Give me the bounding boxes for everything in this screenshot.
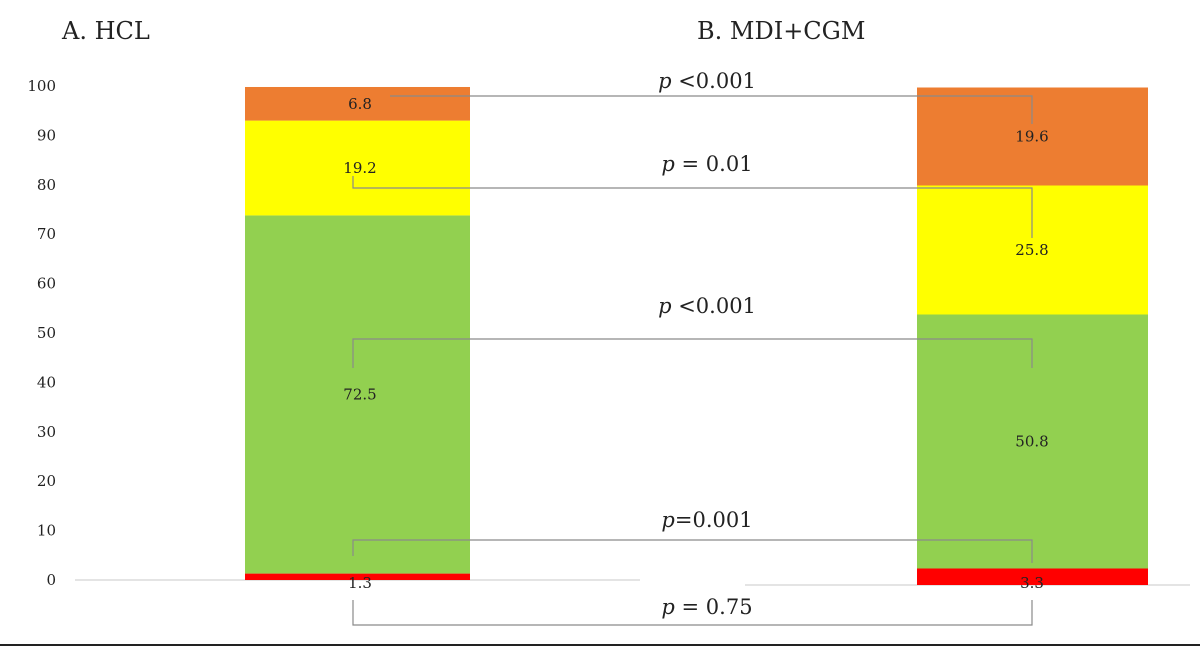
p-symbol: p: [661, 152, 674, 176]
bracket-red: [352, 539, 1033, 563]
y-tick-label: 10: [37, 522, 56, 540]
bar-segment-yellow: [245, 120, 470, 216]
panel-title-b: B. MDI+CGM: [697, 17, 865, 45]
segment-value-label: 1.3: [348, 574, 372, 592]
y-tick-label: 0: [46, 571, 56, 589]
y-axis: 0 10 20 30 40 50 60 70 80 90 100: [27, 77, 56, 589]
bracket-overall: [352, 600, 1033, 626]
p-symbol: p: [661, 508, 674, 532]
bars: [245, 86, 1148, 585]
segment-value-label: 6.8: [348, 95, 372, 113]
segment-value-label: 19.6: [1015, 128, 1048, 146]
bar-segment-red: [245, 573, 470, 580]
bar-segment-green: [245, 215, 470, 574]
p-value-text: = 0.01: [675, 152, 753, 176]
bracket-orange: [390, 95, 1033, 124]
bracket-green: [352, 338, 1033, 368]
p-value-red: p=0.001: [661, 508, 752, 532]
y-tick-label: 90: [37, 126, 56, 144]
p-value-overall: p = 0.75: [661, 595, 752, 619]
y-tick-label: 70: [37, 225, 56, 243]
bracket-yellow: [352, 176, 1033, 238]
p-value-yellow: p = 0.01: [661, 152, 752, 176]
bar-segment-red: [917, 568, 1148, 585]
p-value-text: =0.001: [675, 508, 753, 532]
segment-value-label: 72.5: [343, 386, 376, 404]
y-tick-label: 80: [37, 176, 56, 194]
y-tick-label: 60: [37, 275, 56, 293]
y-tick-label: 40: [37, 373, 56, 391]
comparison-brackets: [352, 95, 1033, 626]
p-value-orange: p <0.001: [658, 69, 756, 93]
p-value-text: = 0.75: [675, 595, 753, 619]
segment-value-label: 3.3: [1020, 574, 1044, 592]
p-value-text: <0.001: [672, 69, 756, 93]
p-value-green: p <0.001: [658, 294, 756, 318]
y-tick-label: 30: [37, 423, 56, 441]
bar-segment-orange: [245, 86, 470, 121]
segment-value-label: 25.8: [1015, 241, 1048, 259]
panel-title-a: A. HCL: [61, 17, 150, 45]
y-tick-label: 100: [27, 77, 56, 95]
p-value-text: <0.001: [672, 294, 756, 318]
p-symbol: p: [661, 595, 674, 619]
y-tick-label: 20: [37, 472, 56, 490]
segment-labels: 1.3 72.5 19.2 6.8 3.3 50.8 25.8 19.6: [343, 95, 1048, 592]
segment-value-label: 50.8: [1015, 433, 1048, 451]
segment-value-label: 19.2: [343, 159, 376, 177]
y-tick-label: 50: [37, 324, 56, 342]
p-symbol: p: [658, 294, 671, 318]
p-symbol: p: [658, 69, 671, 93]
